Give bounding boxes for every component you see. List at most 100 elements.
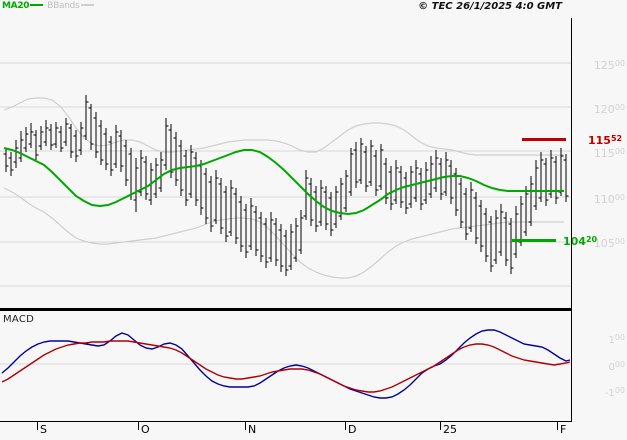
ohlc-bar	[173, 132, 179, 186]
ohlc-bar	[373, 150, 379, 196]
ohlc-bar	[538, 152, 544, 202]
ohlc-bar	[188, 145, 194, 198]
x-axis-label-D: D	[348, 423, 357, 436]
ohlc-bar	[308, 178, 314, 226]
ohlc-bar	[58, 126, 64, 152]
ohlc-bar	[438, 158, 444, 200]
y-tick-11000: 11000	[593, 193, 625, 206]
ohlc-bars	[3, 95, 569, 276]
price-plot-svg	[0, 62, 572, 287]
support-price-tag: 10420	[563, 235, 598, 248]
ohlc-bar	[403, 172, 409, 214]
ohlc-bar	[43, 120, 49, 146]
x-axis-label-O: O	[141, 423, 150, 436]
ohlc-bar	[258, 212, 264, 262]
macd-line	[1, 329, 571, 399]
x-axis-label-F: F	[560, 423, 567, 436]
ma20-line	[3, 147, 564, 216]
ma20-legend-label: MA20	[2, 1, 30, 11]
macd-y-tick-0: 000	[608, 360, 625, 373]
ohlc-bar	[223, 186, 229, 242]
ohlc-bar	[118, 130, 124, 172]
ohlc-bar	[263, 218, 269, 268]
ohlc-bar	[98, 120, 104, 165]
ohlc-bar	[23, 127, 29, 152]
x-axis-line	[0, 421, 572, 422]
ohlc-bar	[213, 170, 219, 224]
y-tick-12000: 12000	[593, 103, 625, 116]
y-tick-11500: 11500	[593, 147, 625, 160]
ohlc-bar	[483, 208, 489, 262]
x-axis-label-N: N	[248, 423, 257, 436]
ohlc-bar	[353, 142, 359, 188]
ohlc-bar	[103, 128, 109, 170]
x-axis-tick-S	[37, 421, 38, 430]
ohlc-bar	[218, 178, 224, 234]
ohlc-bar	[38, 126, 44, 150]
ohlc-bar	[158, 152, 164, 192]
ohlc-bar	[528, 176, 534, 226]
y-tick-12500: 12500	[593, 59, 625, 72]
y-tick-10500: 10500	[593, 237, 625, 250]
bbands-lower-line	[3, 187, 564, 279]
ohlc-bar	[368, 140, 374, 186]
x-axis-tick-N	[245, 421, 246, 430]
ohlc-bar	[48, 124, 54, 150]
ohlc-bar	[113, 125, 119, 168]
plot-frame-right-border	[571, 18, 572, 421]
ohlc-bar	[278, 224, 284, 272]
ohlc-bar	[458, 178, 464, 228]
resistance-level-line	[522, 138, 566, 141]
ohlc-bar	[498, 204, 504, 256]
x-axis-tick-D	[345, 421, 346, 430]
ohlc-bar	[208, 176, 214, 232]
ohlc-bar	[318, 180, 324, 226]
ohlc-bar	[198, 160, 204, 215]
bbands-legend-label: BBands	[47, 1, 80, 11]
macd-y-tick-1: 100	[608, 333, 625, 346]
ohlc-bar	[553, 156, 559, 204]
ohlc-bar	[73, 130, 79, 162]
ohlc-bar	[413, 160, 419, 202]
x-axis-tick-F	[557, 421, 558, 430]
x-axis-label-S: S	[40, 423, 47, 436]
ohlc-bar	[523, 186, 529, 236]
macd-y-tick-neg1: -100	[604, 386, 625, 399]
ohlc-bar	[108, 136, 114, 176]
ohlc-bar	[273, 218, 279, 266]
ohlc-bar	[183, 150, 189, 206]
ohlc-bar	[153, 158, 159, 198]
ohlc-bar	[293, 218, 299, 262]
ohlc-bar	[348, 148, 354, 196]
x-axis-label-25: 25	[443, 423, 457, 436]
ohlc-bar	[393, 160, 399, 204]
ohlc-bar	[3, 148, 9, 172]
ohlc-bar	[18, 131, 24, 162]
ohlc-bar	[63, 118, 69, 146]
ohlc-bar	[243, 204, 249, 258]
ma20-legend-swatch-icon	[30, 4, 44, 6]
ohlc-bar	[408, 166, 414, 208]
bbands-upper-line	[3, 97, 564, 156]
copyright-timestamp: © TEC 26/1/2025 4:0 GMT	[418, 1, 562, 12]
ohlc-bar	[433, 150, 439, 192]
ohlc-bar	[418, 168, 424, 210]
ohlc-bar	[163, 118, 169, 170]
ohlc-bar	[28, 123, 34, 148]
ohlc-bar	[478, 200, 484, 252]
ohlc-bar	[423, 162, 429, 204]
ohlc-bar	[378, 144, 384, 190]
ohlc-bar	[138, 150, 144, 196]
ohlc-bar	[288, 224, 294, 270]
ohlc-bar	[333, 186, 339, 228]
ohlc-bar	[543, 158, 549, 206]
ohlc-bar	[13, 140, 19, 168]
ohlc-bar	[503, 212, 509, 266]
ohlc-bar	[398, 166, 404, 208]
x-axis-tick-25	[440, 421, 441, 430]
panel-separator	[0, 308, 572, 311]
ohlc-bar	[143, 156, 149, 200]
ohlc-bar	[83, 95, 89, 140]
ohlc-bar	[88, 104, 94, 150]
